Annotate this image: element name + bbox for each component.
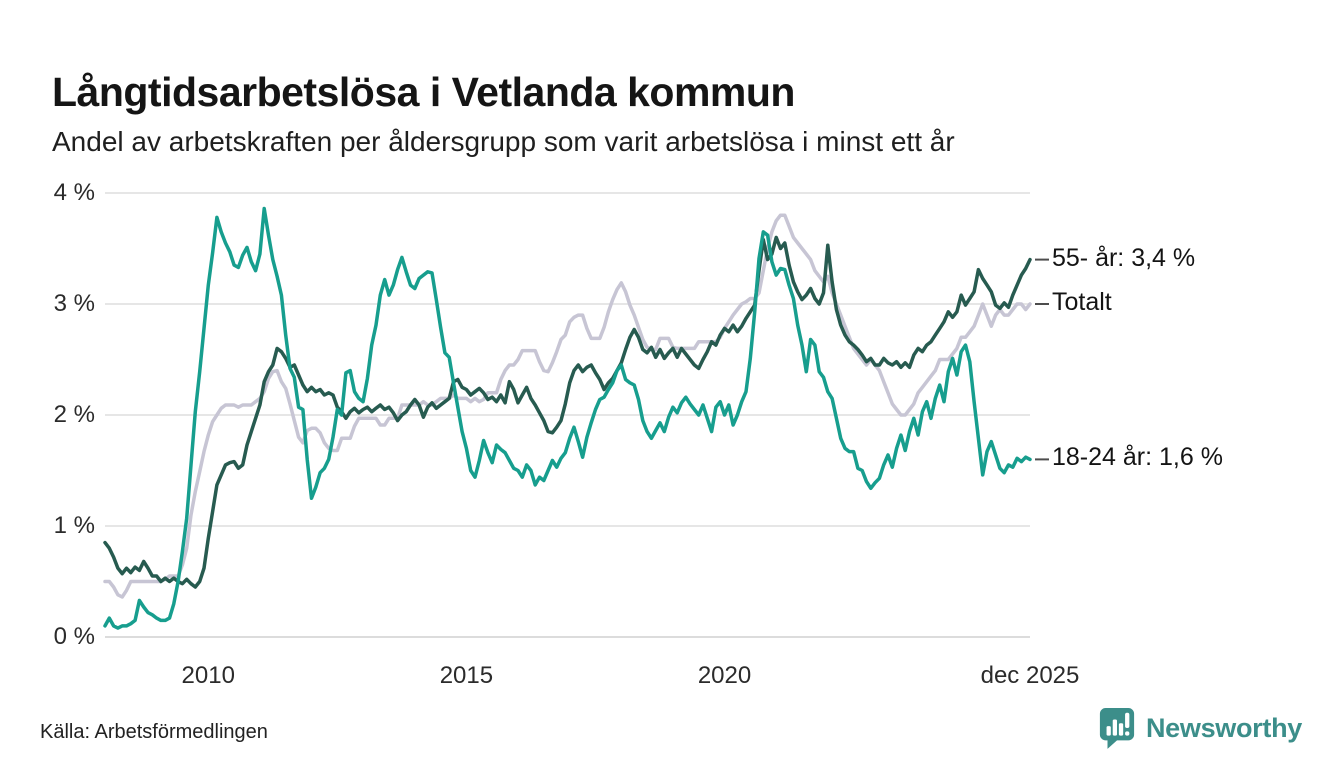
newsworthy-icon xyxy=(1099,708,1135,749)
x-tick-label: 2010 xyxy=(181,662,235,689)
series-end-label: Totalt xyxy=(1052,288,1112,316)
x-tick-label: dec 2025 xyxy=(980,662,1080,689)
y-tick-label: 3 % xyxy=(53,290,95,317)
x-tick-label: 2015 xyxy=(439,662,494,689)
y-tick-label: 1 % xyxy=(53,512,95,539)
series-end-label: 55- år: 3,4 % xyxy=(1052,243,1196,272)
series-line-totalt xyxy=(103,213,1032,599)
page-title: Långtidsarbetslösa i Vetlanda kommun xyxy=(52,69,795,116)
series-line-55-r xyxy=(103,235,1032,589)
source-note: Källa: Arbetsförmedlingen xyxy=(40,721,268,743)
y-tick-label: 0 % xyxy=(53,623,95,650)
series-line-18-24-r xyxy=(103,206,1032,630)
brand-wordmark: Newsworthy xyxy=(1145,712,1302,743)
page-subtitle: Andel av arbetskraften per åldersgrupp s… xyxy=(52,126,955,157)
y-tick-label: 4 % xyxy=(53,179,95,206)
brand-logo: Newsworthy xyxy=(1098,706,1302,750)
series-end-label: 18-24 år: 1,6 % xyxy=(1052,443,1223,472)
x-tick-label: 2020 xyxy=(697,662,752,689)
y-tick-label: 2 % xyxy=(53,401,95,428)
